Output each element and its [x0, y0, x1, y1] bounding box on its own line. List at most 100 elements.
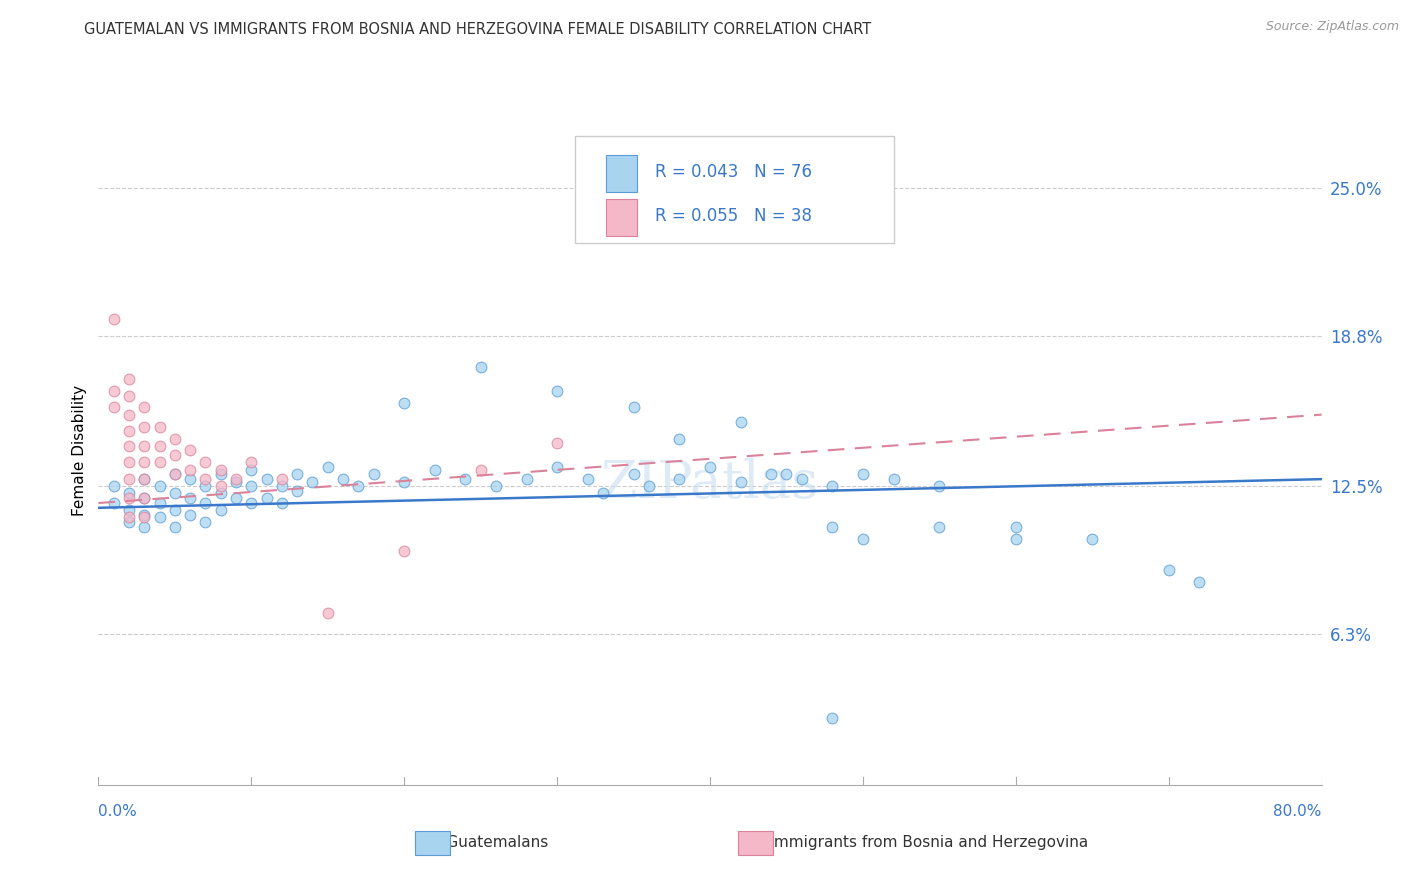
Point: [134, 439, 156, 453]
Point: [637, 479, 661, 493]
Point: [546, 384, 568, 398]
Point: [270, 496, 292, 510]
Point: [928, 479, 950, 493]
Point: [118, 388, 141, 402]
Point: [759, 467, 782, 482]
Point: [194, 515, 217, 529]
Text: ZIPatlas: ZIPatlas: [600, 458, 820, 509]
Point: [163, 520, 186, 534]
Point: [134, 472, 156, 486]
Point: [225, 475, 247, 489]
Point: [134, 508, 156, 522]
Point: [118, 515, 141, 529]
Point: [103, 401, 125, 415]
Point: [149, 439, 172, 453]
Point: [821, 520, 844, 534]
Point: [103, 312, 125, 326]
Point: [118, 486, 141, 500]
Text: GUATEMALAN VS IMMIGRANTS FROM BOSNIA AND HERZEGOVINA FEMALE DISABILITY CORRELATI: GUATEMALAN VS IMMIGRANTS FROM BOSNIA AND…: [84, 22, 872, 37]
Text: R = 0.043   N = 76: R = 0.043 N = 76: [655, 163, 813, 181]
Point: [623, 467, 645, 482]
Point: [1004, 520, 1026, 534]
Point: [149, 496, 172, 510]
Point: [1004, 532, 1026, 546]
Point: [852, 532, 875, 546]
Point: [209, 503, 232, 517]
Point: [134, 510, 156, 524]
Point: [668, 472, 690, 486]
Point: [179, 472, 201, 486]
Point: [730, 475, 752, 489]
Point: [423, 462, 446, 476]
Point: [179, 443, 201, 458]
Point: [470, 462, 492, 476]
Point: [225, 491, 247, 506]
Point: [546, 460, 568, 475]
Point: [103, 496, 125, 510]
Point: [225, 472, 247, 486]
Point: [134, 491, 156, 506]
Point: [485, 479, 508, 493]
Point: [149, 510, 172, 524]
Point: [270, 472, 292, 486]
Point: [163, 467, 186, 482]
Point: [163, 467, 186, 482]
Point: [103, 479, 125, 493]
Point: [134, 419, 156, 434]
Point: [546, 436, 568, 450]
Text: 80.0%: 80.0%: [1274, 804, 1322, 819]
Point: [790, 472, 813, 486]
Point: [194, 496, 217, 510]
Point: [576, 472, 599, 486]
Point: [730, 415, 752, 429]
Point: [392, 475, 416, 489]
Point: [240, 496, 263, 510]
Point: [1081, 532, 1104, 546]
Point: [209, 486, 232, 500]
Point: [240, 455, 263, 469]
Point: [118, 491, 141, 506]
Text: Source: ZipAtlas.com: Source: ZipAtlas.com: [1265, 20, 1399, 33]
Point: [194, 479, 217, 493]
Point: [668, 432, 690, 446]
Point: [256, 491, 278, 506]
Point: [163, 486, 186, 500]
Point: [516, 472, 538, 486]
Point: [134, 520, 156, 534]
Point: [623, 401, 645, 415]
FancyBboxPatch shape: [575, 136, 894, 244]
Point: [1188, 574, 1211, 589]
Point: [821, 711, 844, 725]
Point: [699, 460, 721, 475]
Text: Immigrants from Bosnia and Herzegovina: Immigrants from Bosnia and Herzegovina: [745, 836, 1088, 850]
Point: [103, 384, 125, 398]
Point: [821, 479, 844, 493]
Point: [118, 510, 141, 524]
Point: [285, 467, 308, 482]
Y-axis label: Female Disability: Female Disability: [72, 384, 87, 516]
Point: [134, 491, 156, 506]
Point: [118, 425, 141, 439]
Point: [179, 491, 201, 506]
Point: [852, 467, 875, 482]
Point: [332, 472, 354, 486]
Point: [347, 479, 370, 493]
Point: [163, 503, 186, 517]
Point: [118, 503, 141, 517]
Point: [194, 455, 217, 469]
Point: [118, 439, 141, 453]
Point: [316, 460, 339, 475]
Text: Guatemalans: Guatemalans: [422, 836, 548, 850]
Point: [270, 479, 292, 493]
Point: [163, 448, 186, 462]
Point: [883, 472, 905, 486]
Point: [454, 472, 477, 486]
Point: [775, 467, 797, 482]
Point: [209, 467, 232, 482]
Point: [118, 372, 141, 386]
Point: [363, 467, 385, 482]
Point: [209, 479, 232, 493]
Text: R = 0.055   N = 38: R = 0.055 N = 38: [655, 207, 813, 225]
Point: [179, 508, 201, 522]
Point: [209, 462, 232, 476]
